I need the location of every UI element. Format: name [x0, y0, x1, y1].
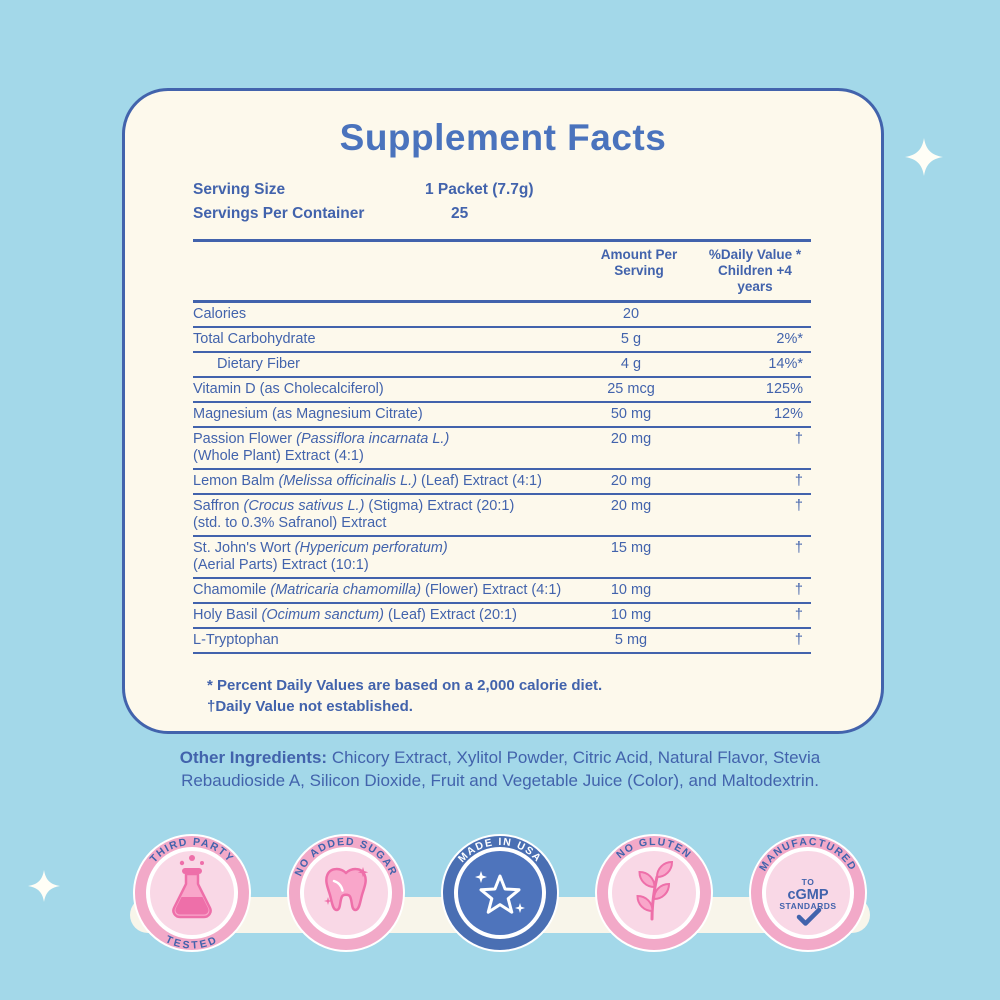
amount-per-serving-value: 20 mg	[610, 473, 652, 489]
badge-center-line: TO	[802, 877, 815, 887]
daily-value: 14%*	[768, 356, 803, 372]
badge-no-gluten: NO GLUTEN	[594, 833, 714, 953]
daily-value: 125%	[765, 381, 803, 397]
other-ingredients-label: Other Ingredients:	[179, 748, 328, 767]
facts-row: Total Carbohydrate 5 g 2%*	[193, 328, 811, 353]
badge-center-line: cGMP	[787, 887, 828, 903]
serving-size-row: Serving Size 1 Packet (7.7g)	[193, 181, 813, 199]
badge-inner-disc	[458, 851, 542, 935]
other-ingredients: Other Ingredients: Chicory Extract, Xyli…	[170, 746, 830, 792]
badge-row: THIRD PARTY TESTED NO ADDED SUGAR	[0, 833, 1000, 953]
amount-per-serving-value: 5 g	[620, 331, 642, 347]
badge-third-party-tested: THIRD PARTY TESTED	[132, 833, 252, 953]
nutrient-name: Total Carbohydrate	[193, 331, 316, 347]
col-daily-value: %Daily Value * Children +4 years	[708, 247, 802, 294]
supplement-facts-table: Amount Per Serving %Daily Value * Childr…	[193, 239, 811, 654]
nutrient-name: Holy Basil (Ocimum sanctum) (Leaf) Extra…	[193, 607, 517, 623]
badge-manufactured-cgmp: MANUFACTURED TO cGMP STANDARDS	[748, 833, 868, 953]
facts-rows: Calories 20 Total Carbohydrate 5 g 2%* Dietar…	[193, 303, 811, 654]
daily-value: †	[794, 431, 803, 447]
serving-size-value: 1 Packet (7.7g)	[425, 181, 534, 198]
badge-inner-disc	[766, 851, 850, 935]
nutrient-name: Calories	[193, 306, 247, 322]
facts-row: Lemon Balm (Melissa officinalis L.) (Lea…	[193, 470, 811, 495]
nutrient-name: Vitamin D (as Cholecalciferol)	[193, 381, 384, 397]
amount-per-serving-value: 10 mg	[610, 607, 652, 623]
footnote-daily-values: * Percent Daily Values are based on a 2,…	[207, 677, 603, 694]
other-ingredients-text: Chicory Extract, Xylitol Powder, Citric …	[181, 748, 821, 790]
facts-row: Dietary Fiber 4 g 14%*	[193, 353, 811, 378]
badge-center-line: STANDARDS	[779, 901, 836, 911]
daily-value: 2%*	[776, 331, 803, 347]
supplement-facts-panel: Supplement Facts Serving Size 1 Packet (…	[122, 88, 884, 734]
facts-header: Amount Per Serving %Daily Value * Childr…	[193, 239, 811, 303]
facts-row: Passion Flower (Passiflora incarnata L.)…	[193, 428, 811, 470]
amount-per-serving-value: 25 mcg	[607, 381, 655, 397]
wheat-icon	[636, 860, 674, 921]
facts-row: Vitamin D (as Cholecalciferol) 25 mcg 125%	[193, 378, 811, 403]
daily-value: 12%	[773, 406, 803, 422]
amount-per-serving-value: 20	[622, 306, 640, 322]
check-icon	[796, 907, 822, 926]
facts-row: Chamomile (Matricaria chamomilla) (Flowe…	[193, 579, 811, 604]
servings-per-container-row: Servings Per Container 25	[193, 205, 813, 223]
footnotes: * Percent Daily Values are based on a 2,…	[207, 675, 602, 717]
footnote-dagger: †Daily Value not established.	[207, 698, 413, 715]
nutrient-name: Passion Flower (Passiflora incarnata L.)…	[193, 431, 450, 464]
facts-row: Magnesium (as Magnesium Citrate) 50 mg 12%	[193, 403, 811, 428]
panel-title: Supplement Facts	[339, 117, 667, 158]
tooth-icon	[324, 867, 369, 912]
sparkle-icon	[905, 138, 943, 176]
daily-value: †	[794, 582, 803, 598]
amount-per-serving-value: 20 mg	[610, 431, 652, 447]
daily-value: †	[794, 632, 803, 648]
star-icon	[475, 871, 525, 914]
amount-per-serving-value: 15 mg	[610, 540, 652, 556]
badge-no-added-sugar: NO ADDED SUGAR	[286, 833, 406, 953]
flask-icon	[172, 855, 212, 919]
nutrient-name: Saffron (Crocus sativus L.) (Stigma) Ext…	[193, 498, 515, 531]
nutrient-name: L-Tryptophan	[193, 632, 279, 648]
serving-info: Serving Size 1 Packet (7.7g) Servings Pe…	[193, 181, 813, 229]
daily-value: †	[794, 473, 803, 489]
facts-row: Calories 20	[193, 303, 811, 328]
facts-row: Saffron (Crocus sativus L.) (Stigma) Ext…	[193, 495, 811, 537]
badge-made-in-usa: MADE IN USA	[440, 833, 560, 953]
amount-per-serving-value: 10 mg	[610, 582, 652, 598]
nutrient-name: Lemon Balm (Melissa officinalis L.) (Lea…	[193, 473, 542, 489]
facts-row: St. John's Wort (Hypericum perforatum) (A…	[193, 537, 811, 579]
serving-size-label: Serving Size	[193, 181, 286, 198]
servings-per-container-label: Servings Per Container	[193, 205, 365, 222]
nutrient-name: Chamomile (Matricaria chamomilla) (Flowe…	[193, 582, 562, 598]
nutrient-name: Dietary Fiber	[217, 356, 300, 372]
amount-per-serving-value: 50 mg	[610, 406, 652, 422]
amount-per-serving-value: 4 g	[620, 356, 642, 372]
facts-row: L-Tryptophan 5 mg †	[193, 629, 811, 654]
badge-bottom-label: TESTED	[164, 933, 221, 951]
daily-value: †	[794, 498, 803, 514]
col-amount-per-serving: Amount Per Serving	[600, 247, 678, 278]
nutrient-name: St. John's Wort (Hypericum perforatum) (A…	[193, 540, 448, 573]
daily-value: †	[794, 607, 803, 623]
servings-per-container-value: 25	[451, 205, 469, 222]
amount-per-serving-value: 20 mg	[610, 498, 652, 514]
facts-row: Holy Basil (Ocimum sanctum) (Leaf) Extra…	[193, 604, 811, 629]
nutrient-name: Magnesium (as Magnesium Citrate)	[193, 406, 423, 422]
sparkle-icon	[28, 870, 60, 902]
amount-per-serving-value: 5 mg	[614, 632, 648, 648]
daily-value: †	[794, 540, 803, 556]
